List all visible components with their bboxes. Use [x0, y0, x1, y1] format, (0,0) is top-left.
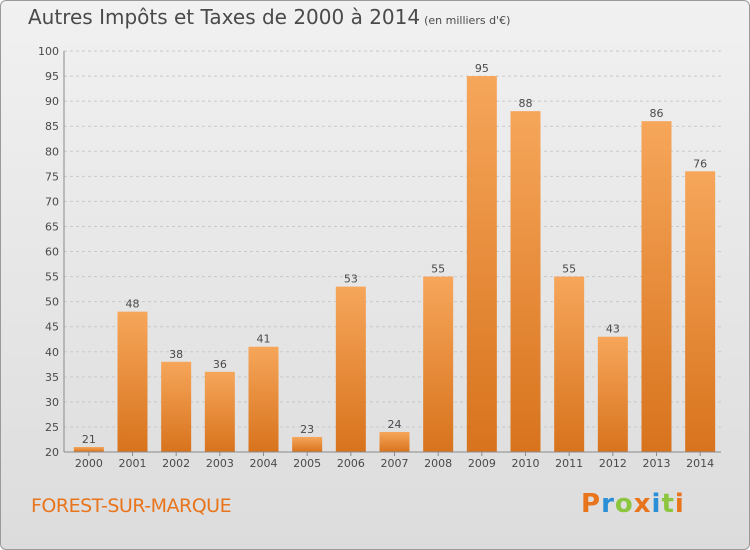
bar-2012 [597, 336, 628, 452]
chart-title-text: Autres Impôts et Taxes de 2000 à 2014 [28, 5, 421, 29]
logo-letter: o [614, 489, 634, 519]
x-tick-label-2009: 2009 [468, 457, 496, 470]
x-tick-label-2011: 2011 [555, 457, 583, 470]
bar-2001 [117, 311, 148, 452]
value-label-2014: 76 [693, 157, 707, 170]
x-tick-label-2004: 2004 [250, 457, 278, 470]
logo-letter: P [581, 489, 602, 519]
y-tick-label: 75 [45, 170, 59, 183]
x-tick-label-2003: 2003 [206, 457, 234, 470]
y-tick-label: 95 [45, 70, 59, 83]
bar-2000 [73, 446, 104, 452]
logo-letter: t [661, 489, 675, 519]
logo-letter: i [674, 489, 685, 519]
value-label-2001: 48 [126, 298, 140, 311]
bar-2004 [248, 346, 279, 452]
value-label-2003: 36 [213, 358, 227, 371]
x-tick-label-2000: 2000 [75, 457, 103, 470]
x-tick-label-2014: 2014 [686, 457, 714, 470]
value-label-2000: 21 [82, 433, 96, 446]
logo-letter: x [633, 489, 652, 519]
bar-2003 [204, 371, 235, 452]
value-label-2012: 43 [606, 323, 620, 336]
proxiti-logo: Proxiti [581, 489, 685, 519]
value-label-2010: 88 [519, 97, 533, 110]
y-tick-label: 70 [45, 195, 59, 208]
value-label-2007: 24 [388, 418, 402, 431]
value-label-2013: 86 [650, 107, 664, 120]
value-label-2005: 23 [300, 423, 314, 436]
value-label-2009: 95 [475, 62, 489, 75]
bar-2007 [379, 431, 410, 452]
value-label-2011: 55 [562, 263, 576, 276]
bar-2002 [161, 361, 192, 452]
y-tick-label: 65 [45, 220, 59, 233]
y-tick-label: 25 [45, 421, 59, 434]
y-tick-label: 60 [45, 246, 59, 259]
bar-2011 [554, 276, 585, 452]
logo-letter: r [601, 489, 615, 519]
y-tick-label: 85 [45, 120, 59, 133]
x-tick-label-2002: 2002 [162, 457, 190, 470]
y-tick-label: 90 [45, 95, 59, 108]
bar-2009 [466, 76, 497, 452]
y-tick-label: 20 [45, 446, 59, 459]
x-tick-label-2007: 2007 [381, 457, 409, 470]
bar-2006 [335, 286, 366, 452]
x-tick-label-2012: 2012 [599, 457, 627, 470]
y-tick-label: 80 [45, 145, 59, 158]
bar-2008 [423, 276, 454, 452]
value-label-2008: 55 [431, 263, 445, 276]
bar-2005 [292, 436, 323, 452]
x-tick-label-2013: 2013 [643, 457, 671, 470]
bar-2010 [510, 111, 541, 453]
y-tick-label: 50 [45, 296, 59, 309]
value-label-2004: 41 [257, 333, 271, 346]
value-label-2002: 38 [169, 348, 183, 361]
x-tick-label-2001: 2001 [119, 457, 147, 470]
chart-title: Autres Impôts et Taxes de 2000 à 2014 (en… [28, 5, 510, 29]
city-name: FOREST-SUR-MARQUE [31, 495, 232, 517]
logo-letter: i [651, 489, 662, 519]
unit-label: (en milliers d'€) [424, 14, 511, 27]
bar-2013 [641, 121, 672, 453]
y-tick-label: 30 [45, 396, 59, 409]
y-tick-label: 45 [45, 321, 59, 334]
y-tick-label: 55 [45, 271, 59, 284]
bar-2014 [685, 171, 716, 453]
y-tick-label: 100 [38, 45, 59, 58]
y-tick-label: 40 [45, 346, 59, 359]
value-label-2006: 53 [344, 273, 358, 286]
x-tick-label-2005: 2005 [293, 457, 321, 470]
x-tick-label-2006: 2006 [337, 457, 365, 470]
x-tick-label-2010: 2010 [512, 457, 540, 470]
x-tick-label-2008: 2008 [424, 457, 452, 470]
y-tick-label: 35 [45, 371, 59, 384]
